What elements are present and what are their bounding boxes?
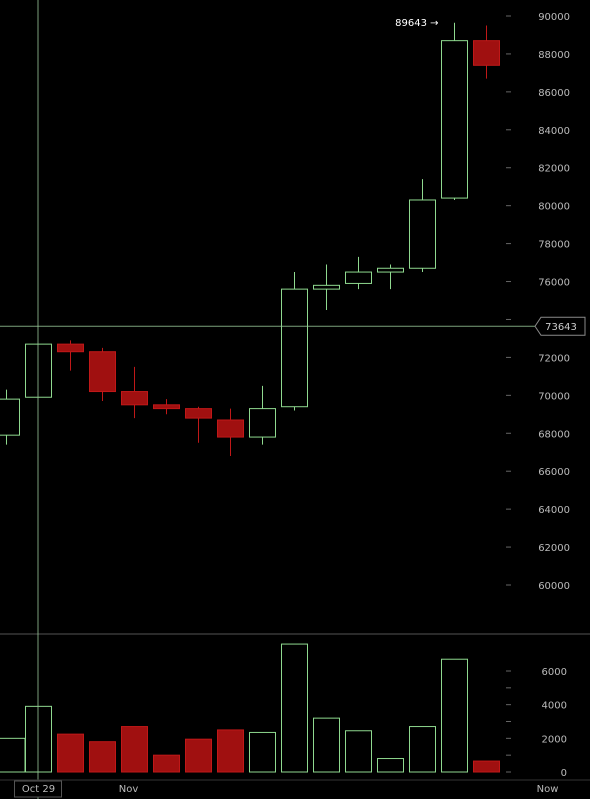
price-tick-label: 78000 xyxy=(538,240,570,251)
volume-bar xyxy=(57,733,84,773)
high-marker-label: 89643 → xyxy=(395,18,438,29)
candle-body xyxy=(185,408,212,419)
price-tick-label: 84000 xyxy=(538,126,570,137)
candle-body xyxy=(217,419,244,438)
time-label-box xyxy=(14,780,62,798)
volume-bar xyxy=(217,729,244,773)
candle-body xyxy=(89,351,116,393)
candle-body xyxy=(0,398,20,436)
volume-bar xyxy=(281,643,308,773)
candle-body xyxy=(345,271,372,284)
volume-tick-label: 6000 xyxy=(542,667,567,678)
volume-bar xyxy=(409,726,436,773)
price-tick-label: 68000 xyxy=(538,429,570,440)
volume-bar xyxy=(473,760,500,773)
price-axis: 60000 62000 64000 66000 68000 70000 72000 76000… xyxy=(506,12,570,592)
volume-axis: 0 2000 4000 6000 xyxy=(506,667,567,779)
volume-bar xyxy=(0,737,26,773)
price-tick-label: 86000 xyxy=(538,88,570,99)
volume-bar xyxy=(441,658,468,773)
candle-body xyxy=(249,408,276,438)
price-tick-label: 66000 xyxy=(538,467,570,478)
time-axis-label: Now xyxy=(537,784,559,795)
time-axis-label: Oct 29 xyxy=(22,784,55,795)
candle-body xyxy=(473,40,500,66)
volume-bar xyxy=(249,731,276,773)
candle-body xyxy=(121,391,148,406)
price-tick-label: 82000 xyxy=(538,164,570,175)
candle-body xyxy=(441,40,468,199)
volume-tick-label: 0 xyxy=(561,768,567,779)
price-tick-label: 76000 xyxy=(538,278,570,289)
candle-body xyxy=(281,288,308,408)
volume-bar xyxy=(121,726,148,773)
time-axis: Oct 29 Nov Now xyxy=(0,779,590,798)
candle-body xyxy=(409,199,436,269)
price-tick-label: 72000 xyxy=(538,353,570,364)
volume-bar xyxy=(153,754,180,773)
price-tick-label: 80000 xyxy=(538,202,570,213)
price-tick-label: 88000 xyxy=(538,50,570,61)
crosshair-price-box xyxy=(534,316,586,336)
candle-body xyxy=(377,267,404,273)
price-tick-label: 62000 xyxy=(538,543,570,554)
time-axis-label: Nov xyxy=(119,784,139,795)
volume-tick-label: 2000 xyxy=(542,734,567,745)
volume-bar xyxy=(89,741,116,773)
volume-tick-label: 4000 xyxy=(542,701,567,712)
price-tick-label: 64000 xyxy=(538,505,570,516)
candle-body xyxy=(57,343,84,353)
volume-bar xyxy=(345,730,372,773)
price-tick-label: 70000 xyxy=(538,391,570,402)
candle-body xyxy=(313,284,340,290)
candle-body xyxy=(153,404,180,410)
volume-bar xyxy=(377,758,404,773)
crosshair-price-label: 73643 xyxy=(545,322,577,333)
volume-bar xyxy=(313,717,340,773)
price-tick-label: 60000 xyxy=(538,581,570,592)
price-tick-label: 90000 xyxy=(538,12,570,23)
volume-bar xyxy=(185,738,212,773)
